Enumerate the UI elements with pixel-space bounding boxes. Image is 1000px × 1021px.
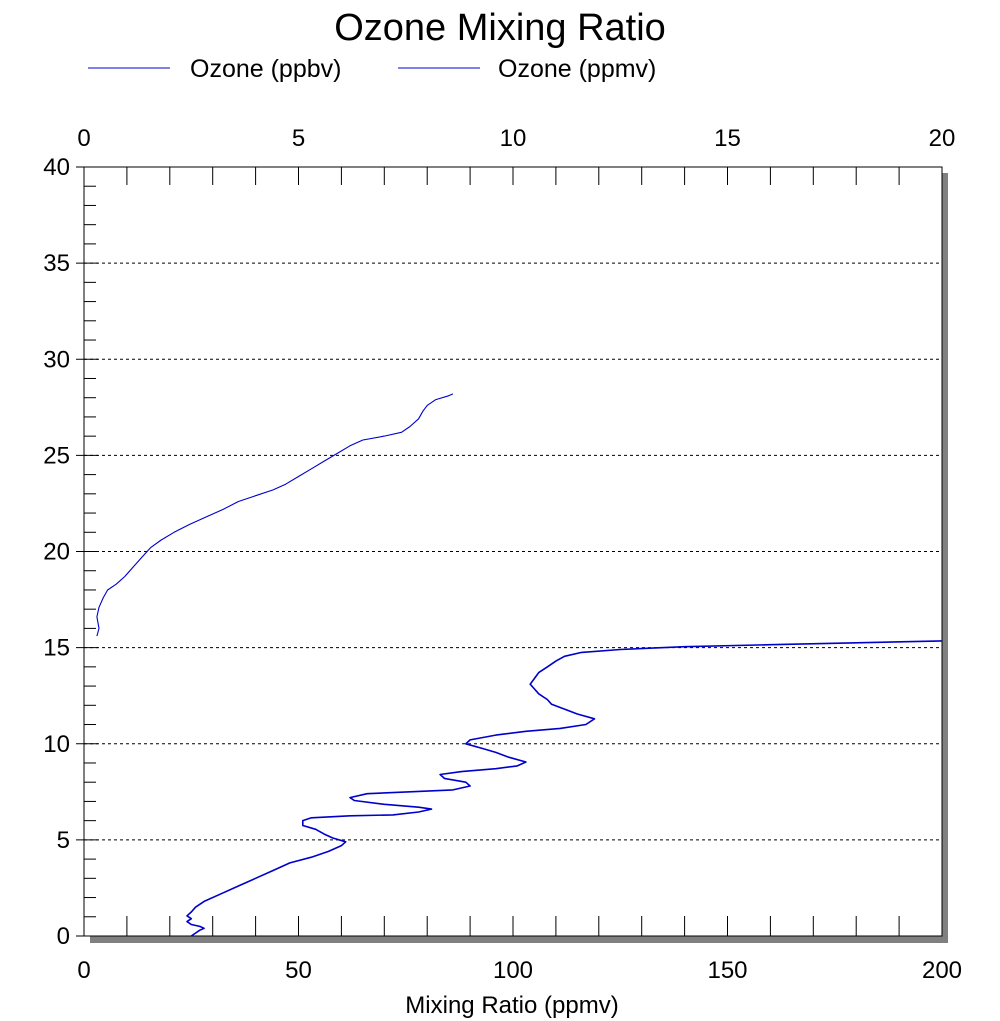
x-bottom-tick-label: 100 <box>493 957 533 984</box>
x-bottom-tick-label: 150 <box>707 957 747 984</box>
frame-shadow-right <box>942 173 948 943</box>
y-tick-label: 10 <box>43 731 70 758</box>
legend: Ozone (ppbv) Ozone (ppmv) <box>88 55 656 83</box>
grid <box>84 262 942 841</box>
series-line-ozone-ppbv <box>186 640 943 937</box>
x-bottom-tick-label: 200 <box>922 957 962 984</box>
y-tick-label: 25 <box>43 442 70 469</box>
y-tick-label: 35 <box>43 250 70 277</box>
y-tick-label: 15 <box>43 635 70 662</box>
x-bottom-tick-label: 0 <box>77 957 90 984</box>
series <box>96 393 943 937</box>
chart-title: Ozone Mixing Ratio <box>334 7 666 49</box>
y-tick-label: 30 <box>43 346 70 373</box>
y-tick-label: 20 <box>43 539 70 566</box>
x-bottom-tick-label: 50 <box>285 957 312 984</box>
series-line-ozone-ppmv <box>96 393 454 637</box>
x-top-tick-label: 0 <box>77 125 90 152</box>
x-top-tick-label: 5 <box>292 125 305 152</box>
tick-labels: 0 5 10 15 20 25 30 35 40 0 50 100 150 200 0 5 10 15 20 <box>43 125 962 984</box>
legend-label-ozone-ppmv: Ozone (ppmv) <box>498 55 656 83</box>
axis-ticks <box>76 166 943 937</box>
x-top-tick-label: 10 <box>500 125 527 152</box>
y-tick-label: 0 <box>57 923 70 950</box>
x-top-tick-label: 15 <box>714 125 741 152</box>
legend-label-ozone-ppbv: Ozone (ppbv) <box>190 55 341 83</box>
frame-shadow-bottom <box>90 936 948 943</box>
x-axis-title: Mixing Ratio (ppmv) <box>405 992 618 1019</box>
x-top-tick-label: 20 <box>929 125 956 152</box>
y-tick-label: 5 <box>57 827 70 854</box>
y-tick-label: 40 <box>43 154 70 181</box>
